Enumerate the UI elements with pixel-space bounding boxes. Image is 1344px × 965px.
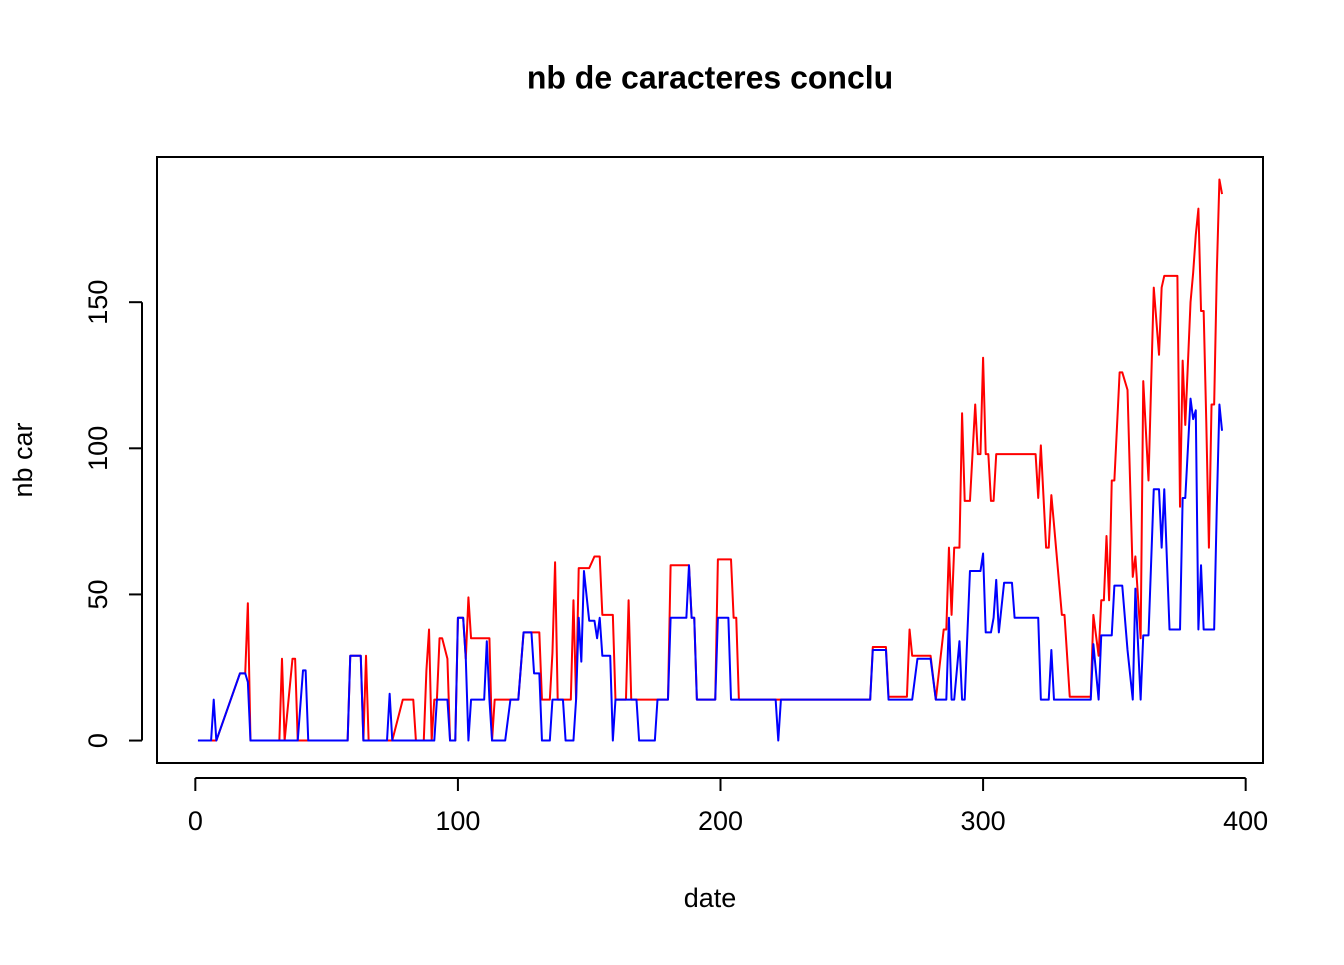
x-tick-label: 400 — [1223, 806, 1268, 836]
x-tick-label: 0 — [188, 806, 203, 836]
x-tick-label: 200 — [698, 806, 743, 836]
x-tick-label: 100 — [435, 806, 480, 836]
y-axis-label: nb car — [8, 422, 38, 497]
y-tick-label: 0 — [83, 733, 113, 748]
x-axis-label: date — [684, 883, 737, 913]
y-tick-label: 100 — [83, 426, 113, 471]
plot-box — [156, 156, 1264, 764]
y-tick-label: 50 — [83, 579, 113, 609]
y-tick-label: 150 — [83, 280, 113, 325]
series-line — [197, 397, 1224, 742]
x-tick-label: 300 — [961, 806, 1006, 836]
chart-title: nb de caracteres conclu — [527, 59, 893, 95]
